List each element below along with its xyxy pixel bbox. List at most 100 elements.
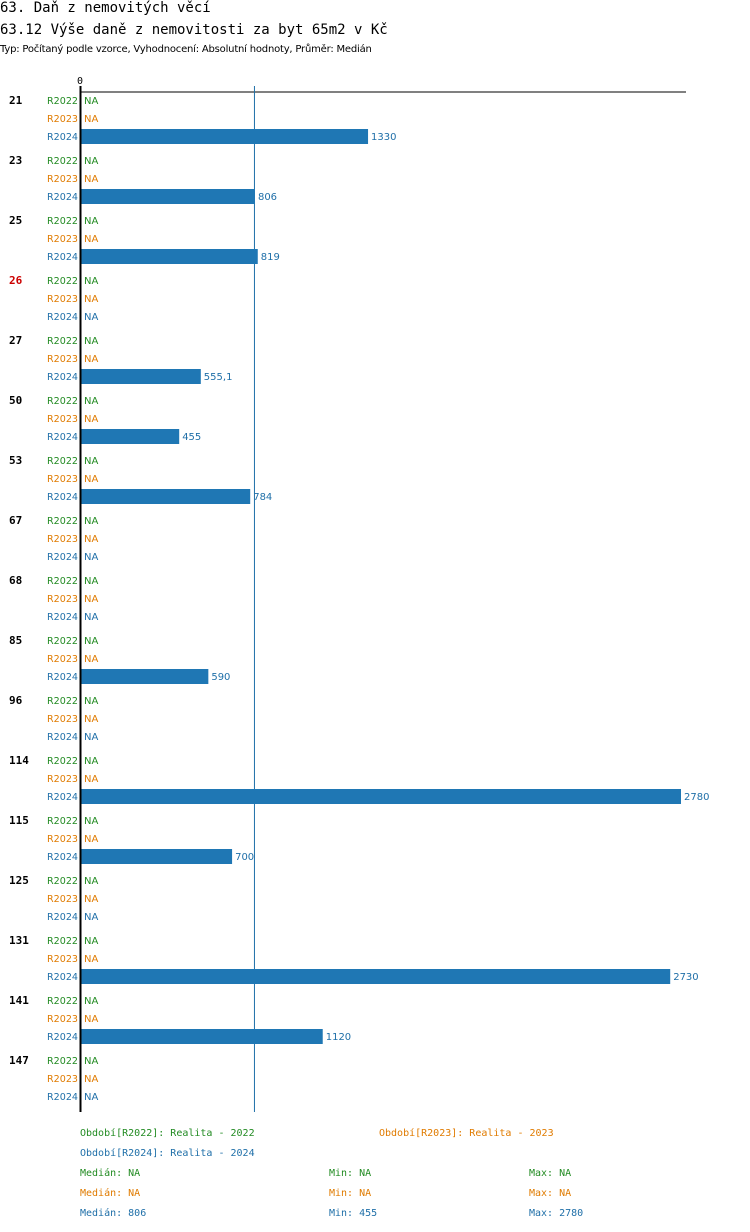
series-label-50-R2022: R2022 <box>47 396 78 407</box>
series-label-131-R2022: R2022 <box>47 936 78 947</box>
series-label-26-R2022: R2022 <box>47 276 78 287</box>
value-label-141-R2024: 1120 <box>326 1032 351 1043</box>
group-label-53: 53 <box>9 454 22 467</box>
series-label-21-R2024: R2024 <box>47 132 78 143</box>
na-label-53-R2022: NA <box>84 456 98 467</box>
value-label-115-R2024: 700 <box>235 852 254 863</box>
axis-zero-label: 0 <box>77 76 83 87</box>
series-label-115-R2022: R2022 <box>47 816 78 827</box>
series-label-27-R2023: R2023 <box>47 354 78 365</box>
legend-period-r2023: Období[R2023]: Realita - 2023 <box>379 1128 554 1139</box>
group-label-26: 26 <box>9 274 23 287</box>
na-label-114-R2023: NA <box>84 774 98 785</box>
bar-85-R2024 <box>81 669 209 684</box>
series-label-25-R2023: R2023 <box>47 234 78 245</box>
bar-50-R2024 <box>81 429 180 444</box>
group-label-115: 115 <box>9 814 29 827</box>
na-label-147-R2022: NA <box>84 1056 98 1067</box>
series-label-50-R2023: R2023 <box>47 414 78 425</box>
na-label-115-R2022: NA <box>84 816 98 827</box>
series-label-131-R2023: R2023 <box>47 954 78 965</box>
stat-min-r2022: Min: NA <box>329 1168 372 1179</box>
series-label-85-R2023: R2023 <box>47 654 78 665</box>
group-label-131: 131 <box>9 934 29 947</box>
series-label-25-R2022: R2022 <box>47 216 78 227</box>
series-label-141-R2024: R2024 <box>47 1032 78 1043</box>
stat-median-r2022: Medián: NA <box>80 1168 141 1179</box>
na-label-26-R2022: NA <box>84 276 98 287</box>
na-label-96-R2022: NA <box>84 696 98 707</box>
na-label-68-R2022: NA <box>84 576 98 587</box>
series-label-125-R2023: R2023 <box>47 894 78 905</box>
group-label-67: 67 <box>9 514 22 527</box>
na-label-53-R2023: NA <box>84 474 98 485</box>
group-label-141: 141 <box>9 994 29 1007</box>
series-label-85-R2022: R2022 <box>47 636 78 647</box>
na-label-27-R2022: NA <box>84 336 98 347</box>
value-label-114-R2024: 2780 <box>684 792 709 803</box>
series-label-114-R2024: R2024 <box>47 792 78 803</box>
na-label-85-R2023: NA <box>84 654 98 665</box>
series-label-96-R2024: R2024 <box>47 732 78 743</box>
series-label-125-R2022: R2022 <box>47 876 78 887</box>
na-label-23-R2023: NA <box>84 174 98 185</box>
page-title: 63. Daň z nemovitých věcí <box>0 0 211 16</box>
series-label-68-R2024: R2024 <box>47 612 78 623</box>
na-label-25-R2023: NA <box>84 234 98 245</box>
series-label-147-R2022: R2022 <box>47 1056 78 1067</box>
series-label-141-R2023: R2023 <box>47 1014 78 1025</box>
na-label-26-R2023: NA <box>84 294 98 305</box>
na-label-115-R2023: NA <box>84 834 98 845</box>
series-label-21-R2023: R2023 <box>47 114 78 125</box>
series-label-23-R2024: R2024 <box>47 192 78 203</box>
series-label-27-R2022: R2022 <box>47 336 78 347</box>
group-label-68: 68 <box>9 574 22 587</box>
legend-period-r2024: Období[R2024]: Realita - 2024 <box>80 1148 255 1159</box>
bar-21-R2024 <box>81 129 369 144</box>
na-label-27-R2023: NA <box>84 354 98 365</box>
series-label-26-R2023: R2023 <box>47 294 78 305</box>
series-label-125-R2024: R2024 <box>47 912 78 923</box>
chart-subtitle: 63.12 Výše daně z nemovitosti za byt 65m… <box>0 22 388 38</box>
series-label-27-R2024: R2024 <box>47 372 78 383</box>
series-label-147-R2023: R2023 <box>47 1074 78 1085</box>
series-label-114-R2023: R2023 <box>47 774 78 785</box>
value-label-23-R2024: 806 <box>258 192 277 203</box>
bar-25-R2024 <box>81 249 258 264</box>
na-label-21-R2023: NA <box>84 114 98 125</box>
group-label-50: 50 <box>9 394 22 407</box>
group-label-125: 125 <box>9 874 29 887</box>
series-label-96-R2022: R2022 <box>47 696 78 707</box>
value-label-27-R2024: 555,1 <box>204 372 233 383</box>
series-label-85-R2024: R2024 <box>47 672 78 683</box>
value-label-50-R2024: 455 <box>182 432 201 443</box>
group-label-27: 27 <box>9 334 22 347</box>
stat-max-r2024: Max: 2780 <box>529 1208 584 1219</box>
bar-chart: 0 21 R2022 NA R2023 NA R2024 1330 23 R2022 NA R2023… <box>9 76 709 1112</box>
na-label-50-R2022: NA <box>84 396 98 407</box>
na-label-131-R2023: NA <box>84 954 98 965</box>
series-label-115-R2024: R2024 <box>47 852 78 863</box>
group-label-23: 23 <box>9 154 22 167</box>
series-label-23-R2022: R2022 <box>47 156 78 167</box>
series-label-68-R2022: R2022 <box>47 576 78 587</box>
stat-max-r2023: Max: NA <box>529 1188 572 1199</box>
group-label-147: 147 <box>9 1054 29 1067</box>
group-label-96: 96 <box>9 694 23 707</box>
na-label-141-R2023: NA <box>84 1014 98 1025</box>
series-label-26-R2024: R2024 <box>47 312 78 323</box>
series-label-114-R2022: R2022 <box>47 756 78 767</box>
bar-23-R2024 <box>81 189 255 204</box>
bar-131-R2024 <box>81 969 671 984</box>
na-label-131-R2022: NA <box>84 936 98 947</box>
series-label-67-R2024: R2024 <box>47 552 78 563</box>
series-label-53-R2024: R2024 <box>47 492 78 503</box>
bar-27-R2024 <box>81 369 201 384</box>
bar-141-R2024 <box>81 1029 323 1044</box>
series-label-141-R2022: R2022 <box>47 996 78 1007</box>
stat-max-r2022: Max: NA <box>529 1168 572 1179</box>
na-label-96-R2024: NA <box>84 732 98 743</box>
series-label-25-R2024: R2024 <box>47 252 78 263</box>
series-label-23-R2023: R2023 <box>47 174 78 185</box>
na-label-67-R2024: NA <box>84 552 98 563</box>
